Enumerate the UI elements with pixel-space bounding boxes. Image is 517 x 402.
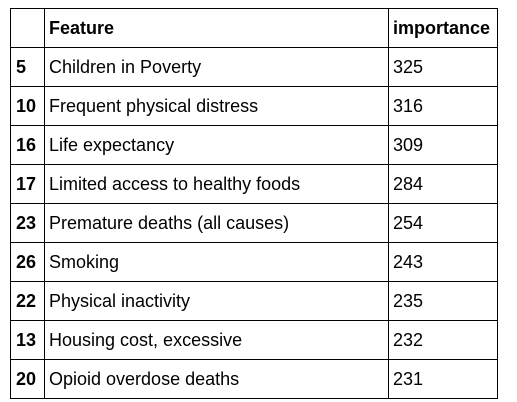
importance-header: importance: [388, 8, 498, 48]
table-row: 10 Frequent physical distress 316: [10, 86, 498, 126]
table-row: 26 Smoking 243: [10, 242, 498, 282]
row-feature: Premature deaths (all causes): [44, 203, 389, 243]
table-row: 13 Housing cost, excessive 232: [10, 320, 498, 360]
row-index: 5: [10, 47, 45, 87]
row-index: 22: [10, 281, 45, 321]
row-feature: Children in Poverty: [44, 47, 389, 87]
table-row: 23 Premature deaths (all causes) 254: [10, 203, 498, 243]
row-index: 13: [10, 320, 45, 360]
row-feature: Limited access to healthy foods: [44, 164, 389, 204]
row-importance: 309: [388, 125, 498, 165]
index-header: [10, 8, 45, 48]
row-feature: Physical inactivity: [44, 281, 389, 321]
table-row: 17 Limited access to healthy foods 284: [10, 164, 498, 204]
feature-header: Feature: [44, 8, 389, 48]
feature-importance-table: Feature importance 5 Children in Poverty…: [10, 8, 498, 399]
row-index: 20: [10, 359, 45, 399]
row-importance: 243: [388, 242, 498, 282]
row-importance: 231: [388, 359, 498, 399]
row-importance: 254: [388, 203, 498, 243]
row-index: 10: [10, 86, 45, 126]
row-index: 26: [10, 242, 45, 282]
row-feature: Smoking: [44, 242, 389, 282]
row-importance: 232: [388, 320, 498, 360]
table-row: 20 Opioid overdose deaths 231: [10, 359, 498, 399]
row-feature: Opioid overdose deaths: [44, 359, 389, 399]
row-feature: Housing cost, excessive: [44, 320, 389, 360]
row-importance: 284: [388, 164, 498, 204]
row-feature: Frequent physical distress: [44, 86, 389, 126]
table-row: 5 Children in Poverty 325: [10, 47, 498, 87]
row-feature: Life expectancy: [44, 125, 389, 165]
header-row: Feature importance: [10, 8, 498, 48]
row-importance: 235: [388, 281, 498, 321]
row-importance: 325: [388, 47, 498, 87]
row-index: 17: [10, 164, 45, 204]
table-row: 22 Physical inactivity 235: [10, 281, 498, 321]
row-index: 23: [10, 203, 45, 243]
row-index: 16: [10, 125, 45, 165]
row-importance: 316: [388, 86, 498, 126]
table-row: 16 Life expectancy 309: [10, 125, 498, 165]
